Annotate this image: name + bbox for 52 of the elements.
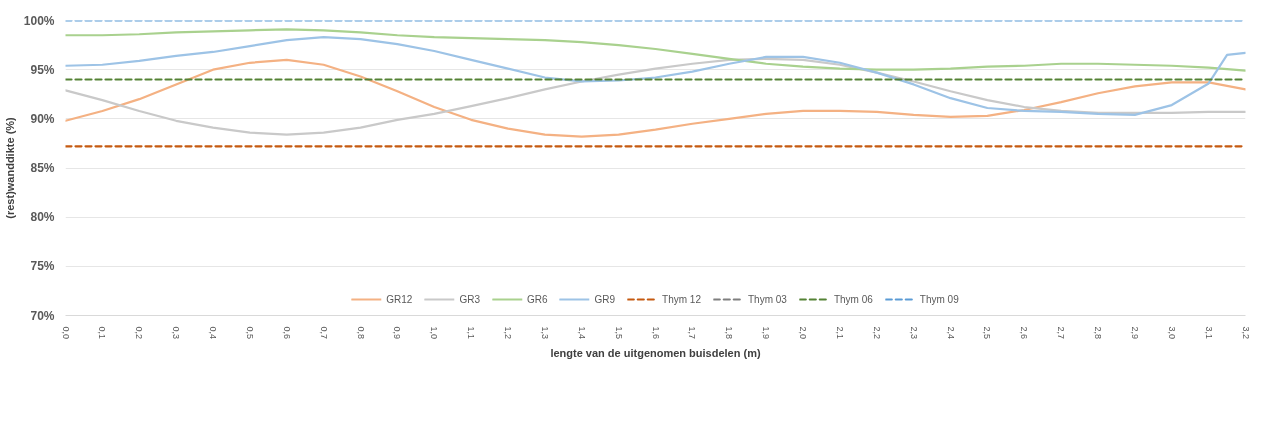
x-tick-label: 1,7	[687, 326, 698, 340]
x-tick-label: 0,4	[208, 326, 218, 340]
x-tick-label: 2,5	[982, 326, 993, 340]
x-tick-label: 0,3	[171, 326, 182, 340]
y-tick-label: 80%	[30, 210, 55, 225]
legend-label: Thym 03	[748, 293, 787, 305]
legend-label: Thym 09	[919, 293, 959, 305]
x-tick-label: 1,1	[466, 326, 477, 340]
x-tick-label: 1,6	[650, 326, 661, 340]
x-tick-label: 0,1	[97, 326, 108, 340]
x-tick-label: 1,0	[429, 326, 440, 340]
x-tick-label: 3,1	[1203, 326, 1214, 340]
legend-label: GR3	[459, 293, 480, 305]
x-tick-label: 1,4	[576, 326, 587, 340]
x-tick-label: 2,3	[908, 326, 919, 340]
x-tick-label: 2,6	[1019, 326, 1030, 340]
x-tick-label: 3,2	[1240, 326, 1251, 340]
x-tick-label: 3,0	[1166, 326, 1177, 340]
legend-label: Thym 12	[662, 293, 701, 305]
x-axis-title: lengte van de uitgenomen buisdelen (m)	[550, 347, 761, 360]
x-tick-label: 0,0	[60, 326, 71, 340]
line-series	[65, 28, 1246, 72]
y-tick-label: 85%	[30, 161, 55, 175]
x-tick-label: 1,3	[539, 326, 550, 340]
x-tick-label: 0,9	[392, 326, 403, 340]
x-tick-label: 0,6	[281, 326, 292, 340]
legend-label: Thym 06	[833, 293, 873, 305]
line-series	[65, 36, 1246, 116]
x-tick-label: 2,4	[945, 326, 956, 340]
y-tick-label: 95%	[30, 62, 55, 77]
x-tick-label: 2,1	[834, 326, 845, 340]
y-tick-label: 90%	[30, 111, 55, 126]
x-tick-label: 0,7	[318, 326, 329, 340]
x-tick-label: 1,8	[724, 326, 735, 340]
legend-label: GR9	[594, 293, 616, 305]
x-tick-label: 1,2	[503, 326, 513, 340]
x-tick-label: 0,2	[134, 326, 145, 340]
x-tick-label: 2,7	[1056, 326, 1067, 340]
x-tick-label: 0,5	[244, 326, 255, 340]
x-tick-label: 2,0	[798, 326, 808, 340]
legend-label: GR12	[386, 293, 413, 305]
x-tick-label: 2,8	[1093, 326, 1103, 340]
y-axis-title: (rest)wanddikte (%)	[3, 116, 16, 219]
y-tick-label: 75%	[30, 259, 55, 274]
x-tick-label: 0,8	[355, 326, 366, 340]
legend-label: GR6	[526, 293, 548, 305]
x-tick-label: 1,9	[761, 326, 772, 340]
x-tick-label: 2,9	[1129, 326, 1140, 340]
y-tick-label: 100%	[23, 13, 55, 28]
x-tick-label: 1,5	[613, 326, 624, 340]
y-tick-label: 70%	[30, 308, 55, 323]
x-tick-label: 2,2	[871, 326, 882, 340]
